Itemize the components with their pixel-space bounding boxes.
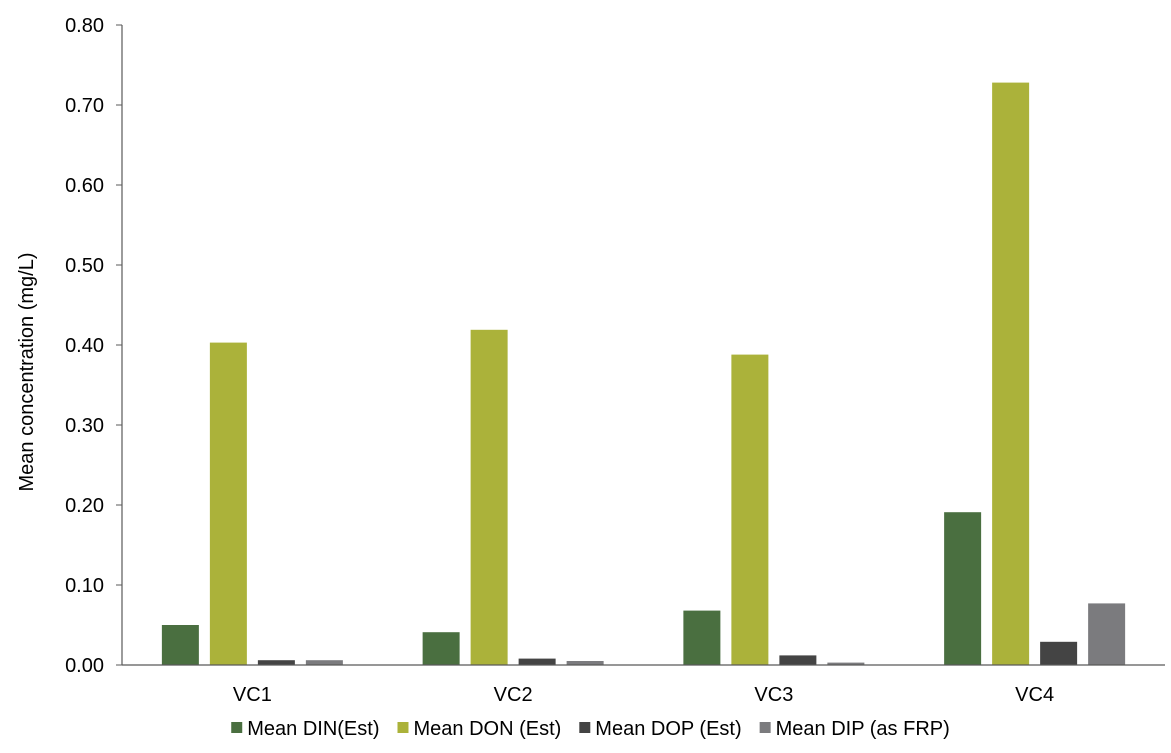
legend-item: Mean DIP (as FRP) <box>759 718 950 740</box>
bar <box>209 342 247 665</box>
legend-label: Mean DIN(Est) <box>247 718 379 740</box>
bar <box>161 625 199 665</box>
bar <box>470 329 508 665</box>
y-tick-label: 0.30 <box>65 415 104 437</box>
x-tick-label: VC2 <box>494 684 533 706</box>
y-tick-label: 0.40 <box>65 335 104 357</box>
x-tick-label: VC1 <box>233 684 272 706</box>
bar <box>683 610 721 665</box>
bars <box>161 82 1126 666</box>
legend-label: Mean DIP (as FRP) <box>776 718 950 740</box>
bar <box>731 354 769 665</box>
axes <box>121 25 1165 666</box>
y-tick-label: 0.50 <box>65 255 104 277</box>
bar <box>305 660 343 665</box>
bar <box>944 512 982 665</box>
bar <box>257 660 295 665</box>
bar <box>1040 641 1078 665</box>
bar <box>1088 603 1126 665</box>
legend: Mean DIN(Est) Mean DON (Est) Mean DOP (Est… <box>231 718 950 740</box>
x-tick-labels: VC1 VC2 VC3 VC4 <box>233 684 1054 706</box>
legend-swatch <box>231 722 243 733</box>
y-tick-label: 0.70 <box>65 95 104 117</box>
y-axis-label: Mean concentration (mg/L) <box>16 252 38 491</box>
y-tick-label: 0.60 <box>65 175 104 197</box>
x-tick-label: VC3 <box>754 684 793 706</box>
bar <box>566 661 604 665</box>
legend-item: Mean DON (Est) <box>397 718 561 740</box>
legend-swatch <box>579 722 591 733</box>
legend-label: Mean DON (Est) <box>413 718 561 740</box>
bar <box>518 658 556 665</box>
y-tick-label: 0.00 <box>65 655 104 677</box>
y-tick-label: 0.10 <box>65 575 104 597</box>
x-tick-label: VC4 <box>1015 684 1054 706</box>
legend-label: Mean DOP (Est) <box>595 718 741 740</box>
legend-item: Mean DIN(Est) <box>231 718 379 740</box>
bar <box>827 662 865 665</box>
legend-swatch <box>759 722 771 733</box>
y-tick-label: 0.80 <box>65 15 104 37</box>
y-tick-label: 0.20 <box>65 495 104 517</box>
bar <box>992 82 1030 666</box>
bar <box>422 632 460 665</box>
y-tick-labels: 0.00 0.10 0.20 0.30 0.40 0.50 0.60 0.70 0.80 <box>65 15 122 677</box>
bar <box>779 655 817 665</box>
legend-swatch <box>397 722 409 733</box>
legend-item: Mean DOP (Est) <box>579 718 742 740</box>
